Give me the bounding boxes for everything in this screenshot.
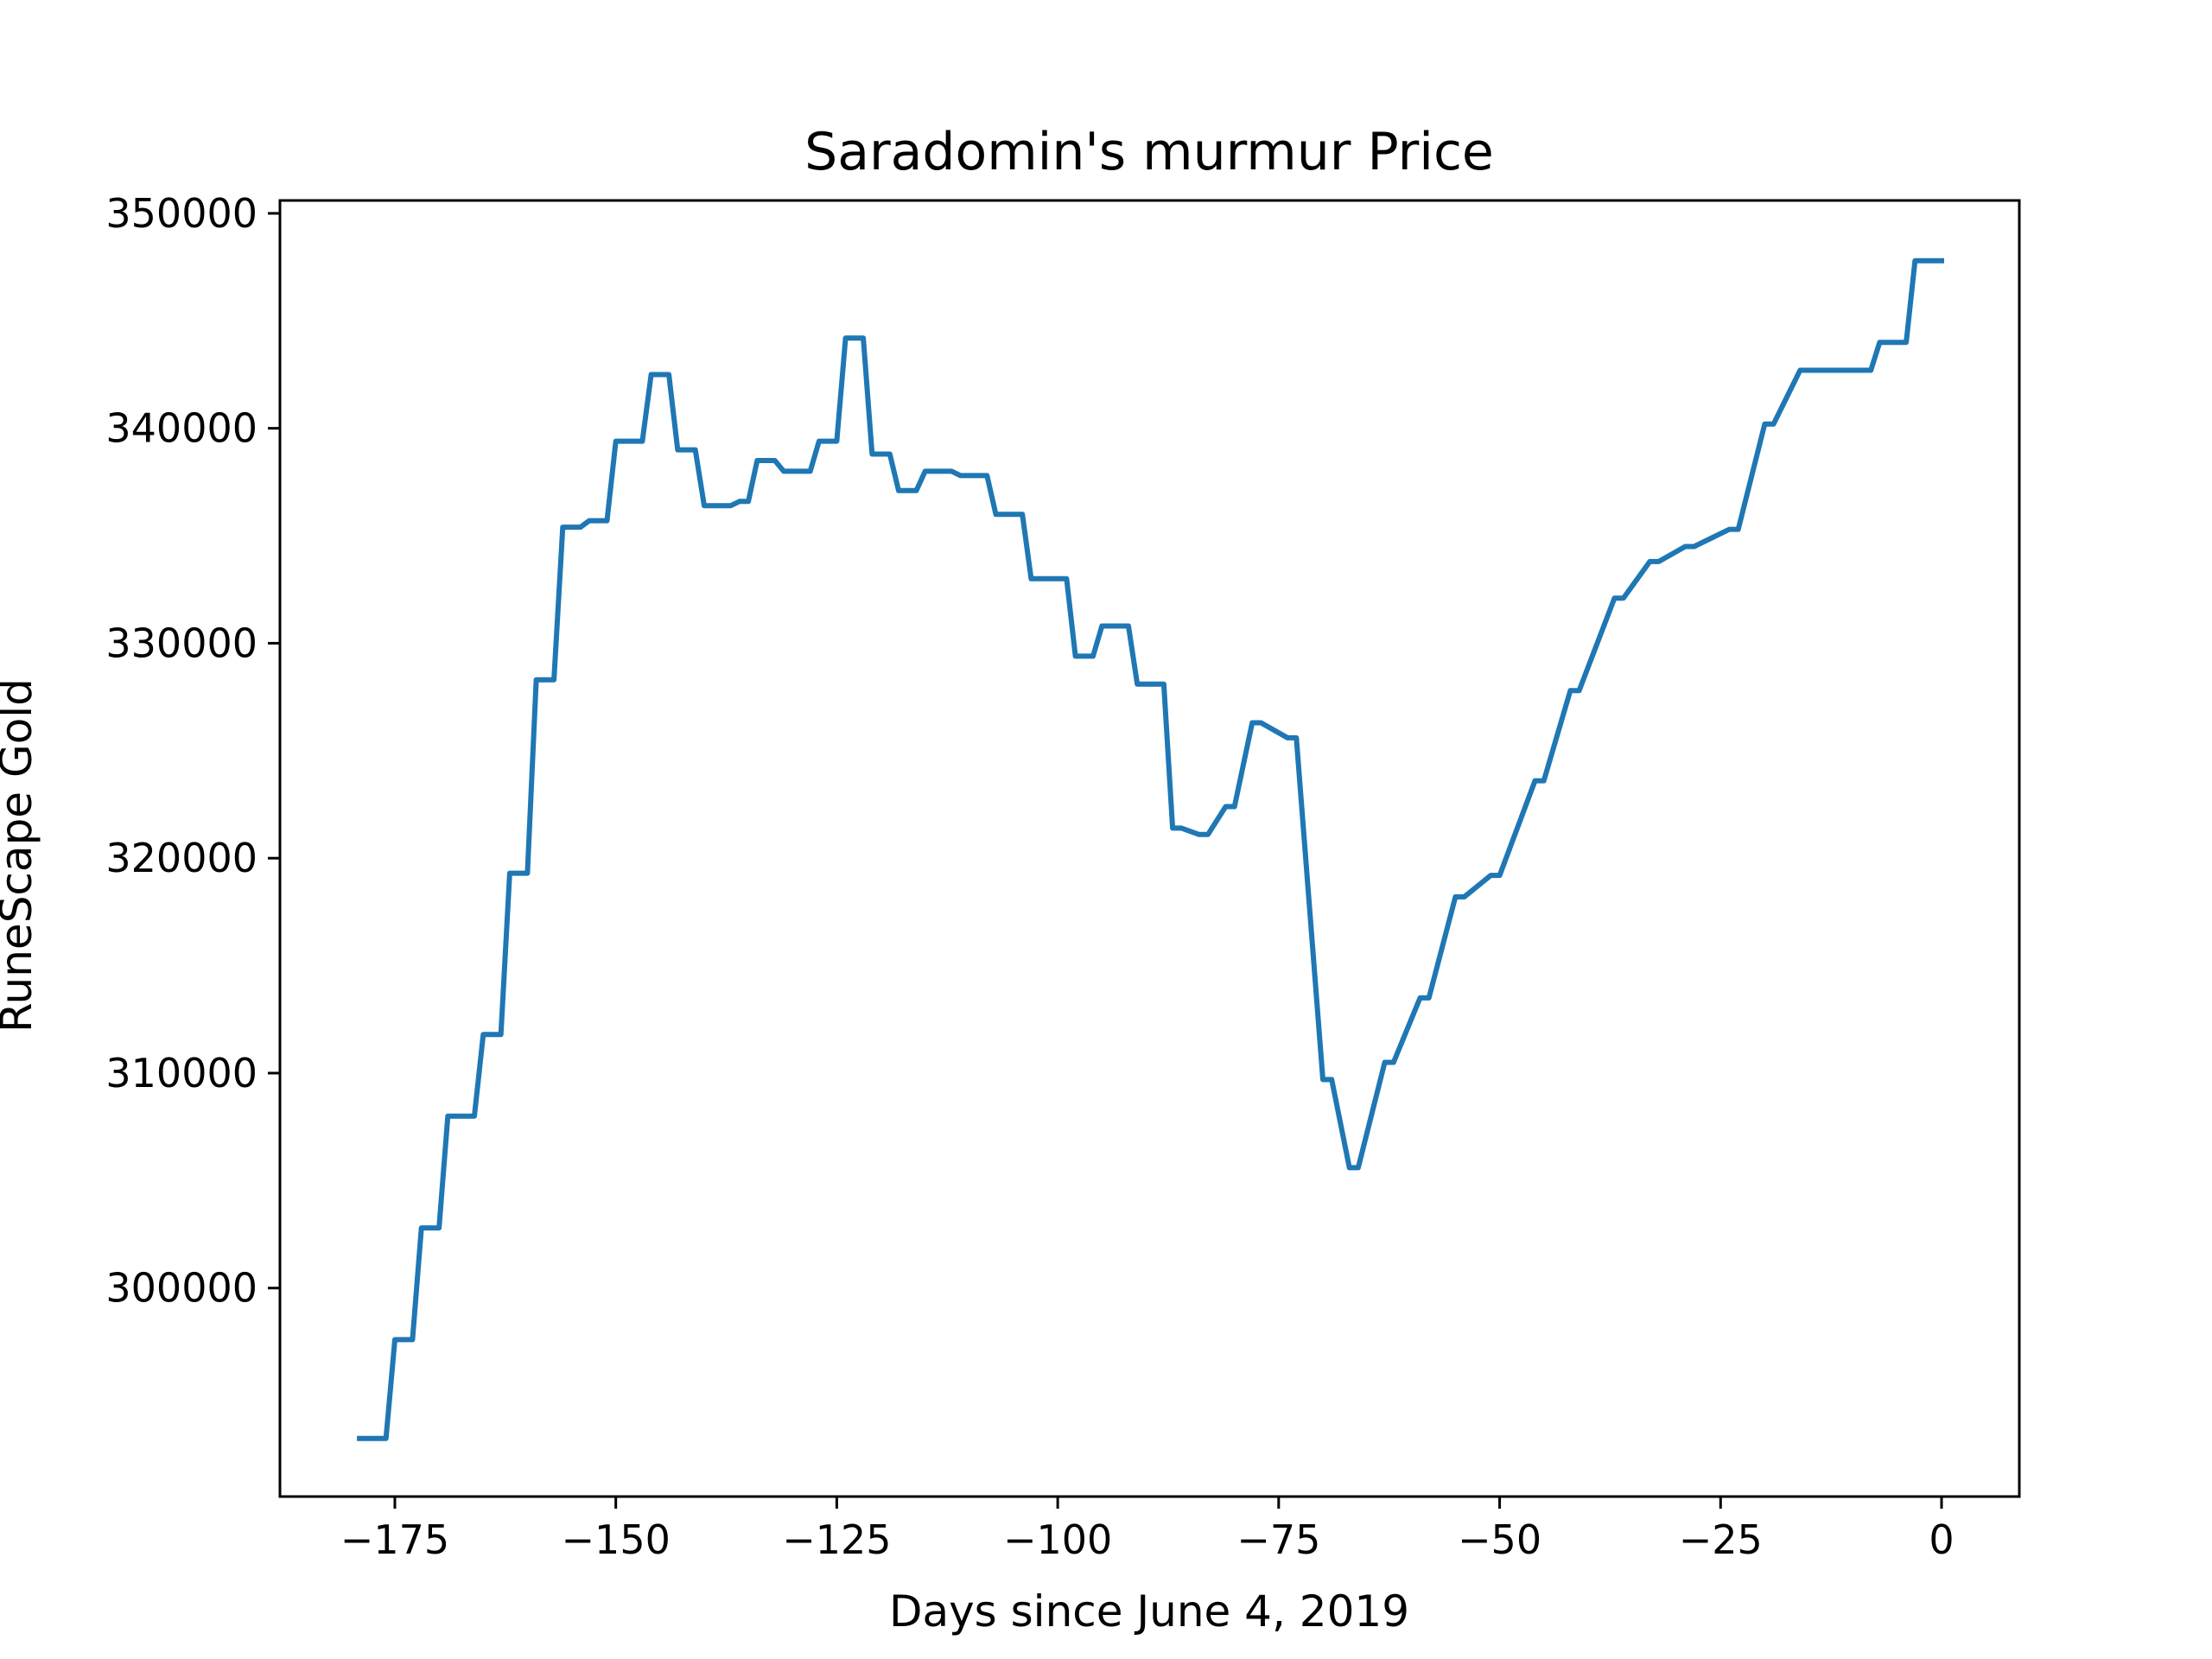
- y-tick-label: 330000: [105, 620, 257, 666]
- y-axis-ticks: 300000 310000 320000 330000 340000 350000: [105, 190, 280, 1312]
- x-tick-label: −75: [1236, 1516, 1320, 1563]
- x-tick-label: −25: [1679, 1516, 1763, 1563]
- x-axis-title: Days since June 4, 2019: [889, 1586, 1409, 1637]
- y-tick-label: 340000: [105, 405, 257, 452]
- x-tick-label: −175: [340, 1516, 449, 1563]
- y-tick-label: 350000: [105, 190, 257, 237]
- x-tick-label: −100: [1003, 1516, 1112, 1563]
- y-axis-title: RuneScape Gold: [0, 678, 41, 1033]
- chart-title: Saradomin's murmur Price: [804, 122, 1494, 182]
- price-series-line: [357, 257, 1944, 1441]
- x-tick-label: −50: [1458, 1516, 1541, 1563]
- x-tick-label: −125: [782, 1516, 891, 1563]
- y-tick-label: 310000: [105, 1050, 257, 1096]
- plot-area: [357, 257, 1944, 1441]
- axes-frame: [278, 199, 2021, 1498]
- x-tick-label: 0: [1929, 1516, 1954, 1563]
- y-tick-label: 320000: [105, 835, 257, 881]
- x-axis-ticks: −175 −150 −125 −100 −75 −50 −25 0: [340, 1497, 1955, 1563]
- x-tick-label: −150: [562, 1516, 671, 1563]
- y-tick-label: 300000: [105, 1265, 257, 1312]
